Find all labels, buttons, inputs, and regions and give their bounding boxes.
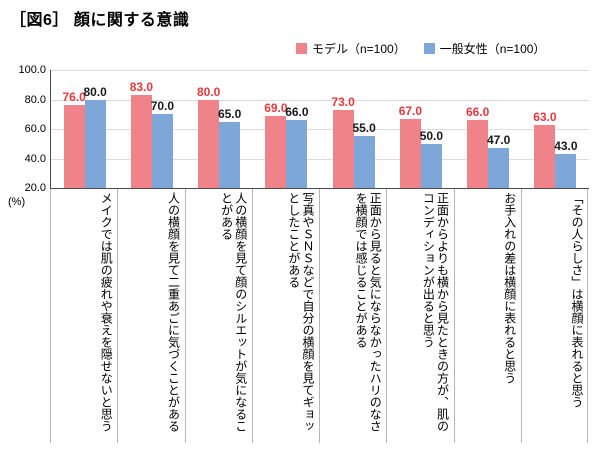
bar: 70.0 [151, 99, 174, 188]
legend-item: 一般女性（n=100） [423, 40, 546, 57]
category-label: 「その人らしさ」は横顔に表れると思う [520, 189, 588, 443]
chart-legend: モデル（n=100） 一般女性（n=100） [296, 40, 545, 57]
y-axis-tick-label: 40.0 [24, 152, 46, 165]
bar-value-label: 80.0 [196, 84, 221, 99]
bar-value-label: 73.0 [331, 94, 355, 109]
chart-title: ［図6］ 顔に関する意識 [10, 12, 190, 29]
category-label: お手入れの差は横顔に表れると思う [453, 189, 521, 443]
bar: 47.0 [487, 133, 510, 188]
gridline [51, 129, 589, 130]
bar: 69.0 [264, 101, 288, 188]
bar-value-label: 50.0 [419, 128, 444, 143]
bar: 67.0 [399, 104, 422, 188]
bar-value-label: 70.0 [150, 99, 175, 114]
legend-swatch [296, 43, 307, 54]
y-axis-tick-label: 20.0 [24, 182, 46, 194]
gridline [51, 70, 589, 71]
legend-item: モデル（n=100） [296, 40, 406, 57]
gridline [51, 99, 589, 101]
y-axis-tick-label: 60.0 [24, 123, 46, 135]
bar: 65.0 [218, 107, 241, 188]
bar-group: 83.0 70.0 [118, 70, 185, 188]
category-label: 正面から見ると気にならなかったハリのなさを横顔では感じることがある [319, 189, 386, 443]
bar-value-label: 80.0 [83, 84, 107, 99]
legend-label: モデル（n=100） [312, 42, 406, 56]
bar-group: 63.0 43.0 [522, 70, 589, 188]
bar-group: 69.0 66.0 [253, 70, 320, 188]
bar: 76.0 [62, 90, 86, 188]
bar-group: 76.0 80.0 [51, 70, 118, 188]
bar-value-label: 69.0 [264, 100, 288, 115]
bar-value-label: 63.0 [533, 109, 557, 124]
category-label: 正面からよりも横から見たときの方が、肌のコンディションが出ると思う [386, 189, 453, 443]
category-label: 写真やＳＮＳなどで自分の横顔を見てギョッとしたことがある [251, 189, 319, 443]
bar-group: 73.0 55.0 [320, 70, 387, 188]
gridline [51, 158, 589, 160]
legend-label: 一般女性（n=100） [439, 42, 546, 56]
bar: 73.0 [331, 95, 355, 188]
bar: 55.0 [352, 121, 376, 188]
category-label: メイクでは肌の疲れや衰えを隠せないと思う [50, 189, 117, 443]
y-axis-tick-label: 100.0 [18, 64, 46, 76]
bar: 83.0 [130, 80, 153, 188]
category-axis-right-border [587, 189, 588, 443]
y-axis-unit-label: (%) [8, 196, 26, 208]
bar-group: 80.0 65.0 [186, 70, 253, 188]
bar: 50.0 [420, 129, 443, 188]
category-label: 人の横顔を見て二重あごに気づくことがある [117, 189, 184, 443]
bar: 63.0 [533, 110, 557, 188]
bar: 66.0 [285, 105, 309, 188]
bar-value-label: 66.0 [285, 105, 309, 120]
bar: 80.0 [83, 85, 107, 188]
bar-value-label: 83.0 [129, 80, 154, 95]
bar-value-label: 55.0 [352, 121, 376, 136]
bar-value-label: 47.0 [486, 133, 511, 148]
bar: 43.0 [554, 139, 578, 188]
y-axis-tick-label: 80.0 [24, 93, 46, 106]
bar-value-label: 76.0 [62, 90, 86, 105]
category-label: 人の横顔を見て顔のシルエットが気になることがある [184, 189, 252, 443]
bar-group: 66.0 47.0 [455, 70, 522, 188]
bar-value-label: 65.0 [217, 106, 242, 121]
plot-area: 100.0 80.0 60.0 40.0 20.0 76.0 80.0 83.0 70.0 80.… [18, 64, 589, 194]
bar-value-label: 67.0 [398, 103, 423, 118]
bar-value-label: 43.0 [554, 139, 578, 154]
bar: 66.0 [466, 105, 489, 188]
bar-group: 67.0 50.0 [387, 70, 454, 188]
category-axis: メイクでは肌の疲れや衰えを隠せないと思う 人の横顔を見て二重あごに気づくことがある… [50, 189, 588, 443]
legend-swatch [423, 43, 435, 54]
bar-value-label: 66.0 [465, 105, 490, 120]
bar: 80.0 [197, 85, 220, 188]
